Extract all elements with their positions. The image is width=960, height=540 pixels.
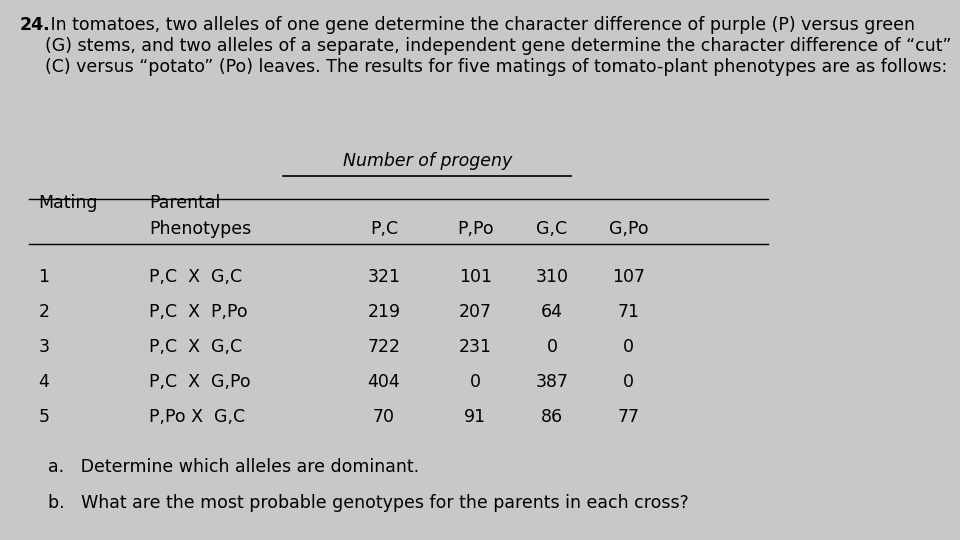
Text: 2: 2 <box>38 303 49 321</box>
Text: 207: 207 <box>459 303 492 321</box>
Text: P,C  X  G,C: P,C X G,C <box>149 268 242 286</box>
Text: 310: 310 <box>536 268 568 286</box>
Text: Number of progeny: Number of progeny <box>343 152 512 170</box>
Text: Phenotypes: Phenotypes <box>149 220 252 239</box>
Text: In tomatoes, two alleles of one gene determine the character difference of purpl: In tomatoes, two alleles of one gene det… <box>45 16 951 76</box>
Text: P,C  X  G,Po: P,C X G,Po <box>149 373 251 392</box>
Text: 71: 71 <box>618 303 639 321</box>
Text: 86: 86 <box>540 408 564 427</box>
Text: 0: 0 <box>469 373 481 392</box>
Text: 70: 70 <box>373 408 395 427</box>
Text: P,Po: P,Po <box>457 220 493 239</box>
Text: 722: 722 <box>368 338 400 356</box>
Text: 64: 64 <box>541 303 563 321</box>
Text: 77: 77 <box>618 408 639 427</box>
Text: 24.: 24. <box>19 16 50 34</box>
Text: P,C: P,C <box>370 220 398 239</box>
Text: 321: 321 <box>368 268 400 286</box>
Text: 3: 3 <box>38 338 49 356</box>
Text: 107: 107 <box>612 268 645 286</box>
Text: 0: 0 <box>623 373 635 392</box>
Text: 91: 91 <box>464 408 487 427</box>
Text: P,C  X  P,Po: P,C X P,Po <box>149 303 248 321</box>
Text: 219: 219 <box>368 303 400 321</box>
Text: 387: 387 <box>536 373 568 392</box>
Text: G,C: G,C <box>537 220 567 239</box>
Text: P,C  X  G,C: P,C X G,C <box>149 338 242 356</box>
Text: 231: 231 <box>459 338 492 356</box>
Text: 1: 1 <box>38 268 49 286</box>
Text: b.   What are the most probable genotypes for the parents in each cross?: b. What are the most probable genotypes … <box>48 494 688 512</box>
Text: 101: 101 <box>459 268 492 286</box>
Text: P,Po X  G,C: P,Po X G,C <box>149 408 245 427</box>
Text: Parental: Parental <box>149 193 220 212</box>
Text: Mating: Mating <box>38 193 98 212</box>
Text: 5: 5 <box>38 408 49 427</box>
Text: a.   Determine which alleles are dominant.: a. Determine which alleles are dominant. <box>48 458 420 476</box>
Text: 4: 4 <box>38 373 49 392</box>
Text: 0: 0 <box>546 338 558 356</box>
Text: G,Po: G,Po <box>609 220 649 239</box>
Text: 0: 0 <box>623 338 635 356</box>
Text: 404: 404 <box>368 373 400 392</box>
